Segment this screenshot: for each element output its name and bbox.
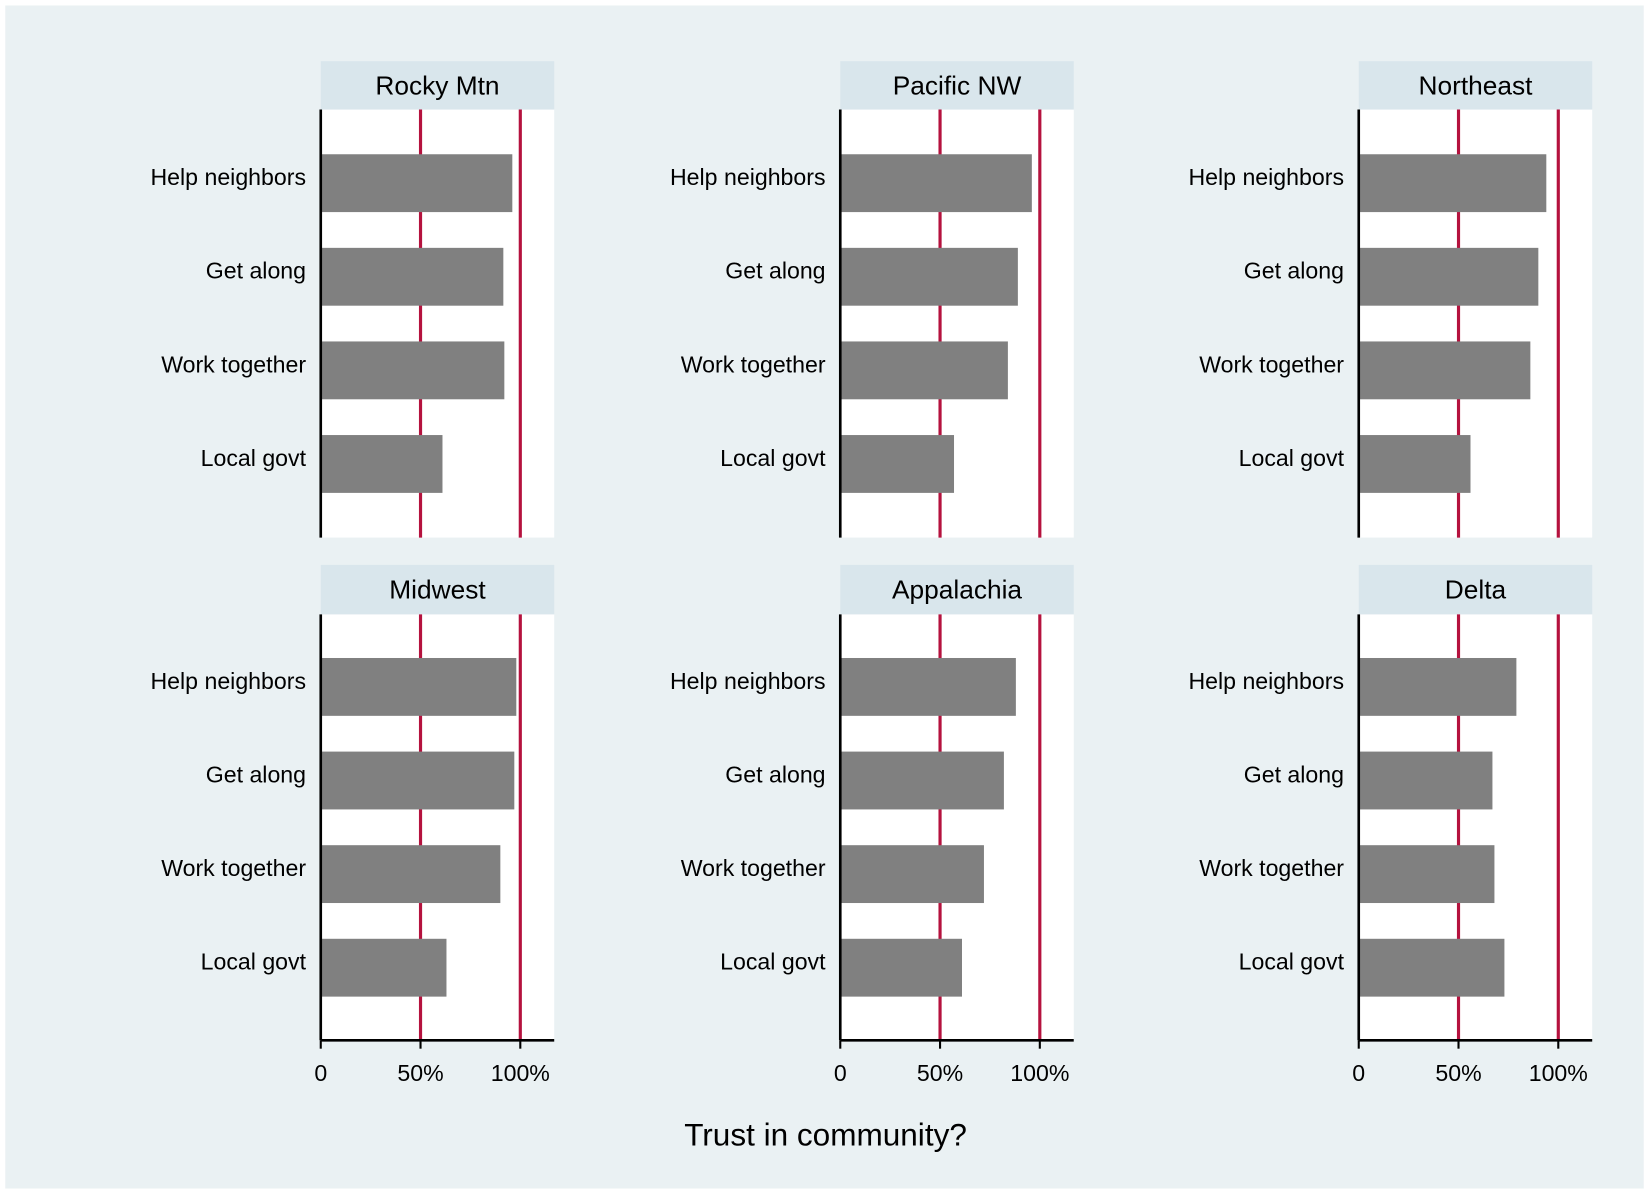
y-tick-label: Get along — [1244, 761, 1344, 787]
y-tick-label: Local govt — [201, 445, 307, 471]
y-tick-label: Get along — [725, 761, 825, 787]
y-tick-label: Help neighbors — [670, 164, 826, 190]
panel-title: Delta — [1445, 575, 1507, 605]
bar — [840, 751, 1004, 810]
y-tick-label: Work together — [161, 855, 306, 881]
y-tick-label: Local govt — [1239, 949, 1345, 975]
bar — [320, 341, 505, 400]
panel-title: Rocky Mtn — [375, 70, 499, 100]
x-tick-label: 0 — [314, 1060, 327, 1086]
bar — [1358, 938, 1505, 997]
panel-header — [840, 61, 1074, 110]
y-tick-label: Help neighbors — [150, 668, 306, 694]
y-tick-label: Local govt — [720, 949, 826, 975]
bar — [1358, 247, 1539, 306]
panel-title: Appalachia — [892, 575, 1022, 605]
x-tick-label: 0 — [1352, 1060, 1365, 1086]
x-tick-label: 100% — [491, 1060, 550, 1086]
panel-header — [1358, 61, 1593, 110]
bar — [1358, 845, 1495, 904]
panel-title: Midwest — [389, 575, 486, 605]
y-tick-label: Local govt — [1239, 445, 1345, 471]
y-tick-label: Help neighbors — [670, 668, 826, 694]
y-tick-label: Local govt — [201, 949, 307, 975]
bar — [840, 154, 1032, 213]
bar — [1358, 435, 1471, 493]
panel-header — [1358, 564, 1593, 615]
y-tick-label: Help neighbors — [1188, 164, 1344, 190]
x-tick-label: 100% — [1529, 1060, 1588, 1086]
y-tick-label: Work together — [681, 855, 826, 881]
panel-title: Northeast — [1419, 70, 1534, 100]
bar — [320, 938, 447, 997]
x-tick-label: 100% — [1010, 1060, 1069, 1086]
bar — [1358, 751, 1493, 810]
y-tick-label: Work together — [1199, 351, 1344, 377]
bar — [840, 845, 984, 904]
x-tick-label: 50% — [397, 1060, 443, 1086]
x-tick-label: 50% — [917, 1060, 963, 1086]
panel-header — [320, 564, 555, 615]
bar — [320, 751, 515, 810]
bar — [840, 341, 1008, 400]
y-tick-label: Get along — [206, 761, 306, 787]
y-tick-label: Get along — [206, 258, 306, 284]
panel-title: Pacific NW — [893, 70, 1022, 100]
bar — [320, 845, 501, 904]
panel-header — [320, 61, 555, 110]
bar — [840, 435, 955, 493]
bar — [840, 938, 962, 997]
panel-header — [840, 564, 1074, 615]
bar — [840, 247, 1018, 306]
y-tick-label: Get along — [1244, 258, 1344, 284]
x-axis-title: Trust in community? — [684, 1116, 967, 1152]
bar — [1358, 341, 1531, 400]
y-tick-label: Help neighbors — [150, 164, 306, 190]
y-tick-label: Work together — [161, 351, 306, 377]
y-tick-label: Help neighbors — [1188, 668, 1344, 694]
x-tick-label: 0 — [834, 1060, 847, 1086]
bar — [320, 657, 517, 716]
bar — [320, 247, 504, 306]
y-tick-label: Get along — [725, 258, 825, 284]
bar — [840, 657, 1016, 716]
y-tick-label: Local govt — [720, 445, 826, 471]
y-tick-label: Work together — [681, 351, 826, 377]
bar — [320, 154, 513, 213]
bar — [1358, 657, 1517, 716]
bar — [1358, 154, 1547, 213]
y-tick-label: Work together — [1199, 855, 1344, 881]
x-tick-label: 50% — [1435, 1060, 1481, 1086]
bar — [320, 435, 443, 493]
